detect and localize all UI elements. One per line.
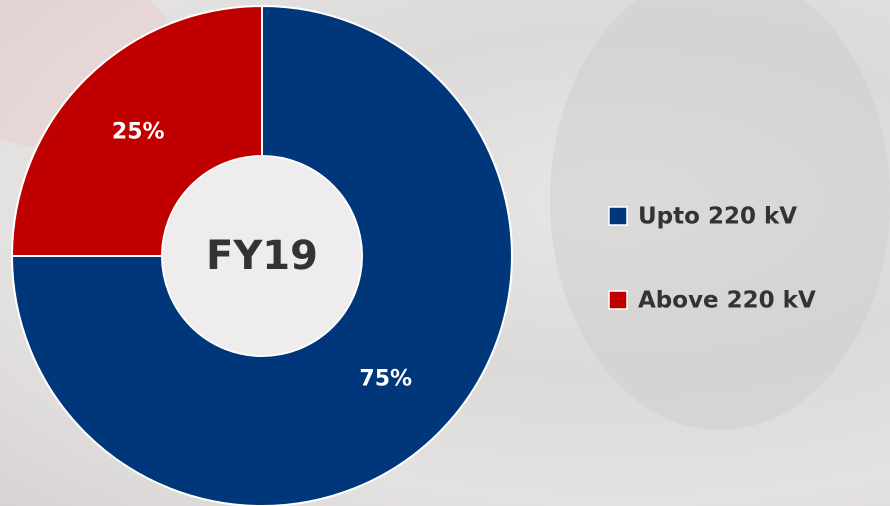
value-label: 25% bbox=[112, 119, 165, 144]
center-text: FY19 bbox=[206, 233, 318, 279]
legend-label: Above 220 kV bbox=[638, 288, 816, 314]
legend-swatch bbox=[609, 291, 627, 309]
legend-swatch bbox=[609, 207, 627, 225]
page: 75% 25% FY19 Upto 220 kV Above 220 kV bbox=[0, 0, 890, 506]
legend-label: Upto 220 kV bbox=[638, 204, 797, 230]
chart: 75% 25% FY19 Upto 220 kV Above 220 kV bbox=[0, 0, 890, 506]
value-label: 75% bbox=[359, 367, 412, 392]
